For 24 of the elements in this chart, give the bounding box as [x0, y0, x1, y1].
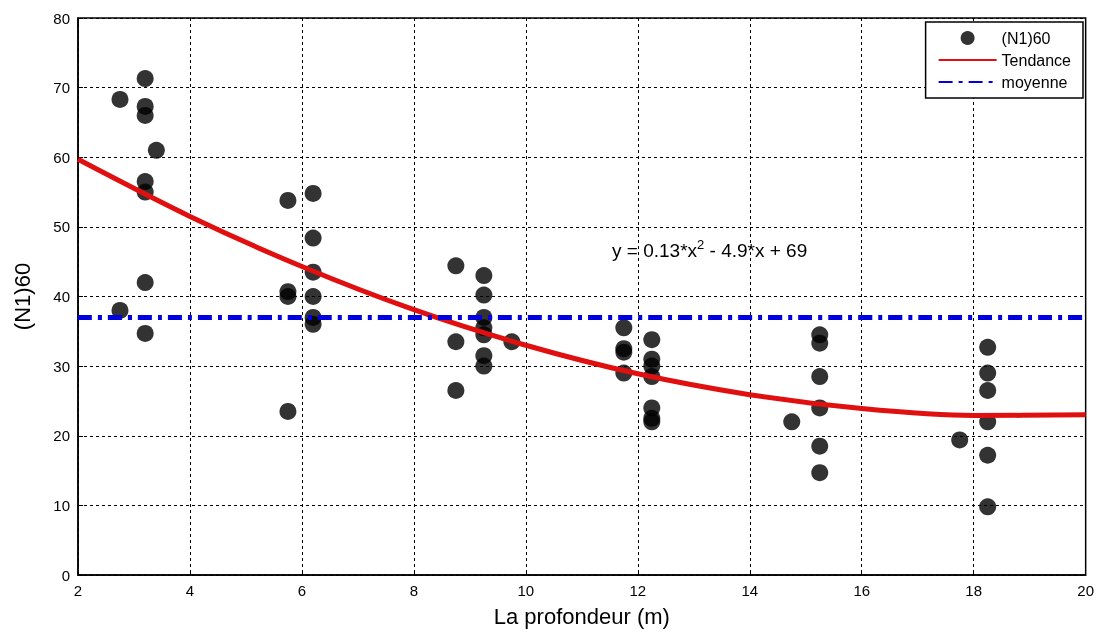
y-tick-label: 0 [61, 566, 70, 584]
x-tick-label: 18 [965, 582, 983, 599]
x-tick-label: 16 [853, 582, 871, 599]
legend-label: (N1)60 [1001, 29, 1051, 47]
y-tick-label: 30 [53, 357, 70, 375]
y-tick-label: 40 [53, 288, 70, 305]
legend-label: moyenne [1001, 73, 1068, 91]
x-tick-label: 4 [185, 582, 195, 599]
y-tick-label: 20 [53, 427, 70, 445]
x-tick-label: 12 [629, 582, 647, 599]
x-tick-label: 8 [409, 582, 419, 599]
y-tick-label: 80 [53, 9, 70, 27]
x-tick-label: 2 [73, 582, 83, 599]
y-tick-label: 70 [53, 79, 70, 97]
x-axis-title: La profondeur (m) [493, 603, 670, 629]
y-axis-title: (N1)60 [9, 262, 35, 331]
y-tick-label: 60 [53, 148, 70, 166]
x-tick-label: 10 [517, 582, 535, 599]
x-tick-label: 6 [297, 582, 307, 599]
x-tick-label: 14 [741, 582, 759, 599]
legend-label: Tendance [1001, 51, 1072, 69]
y-tick-label: 50 [53, 218, 70, 236]
x-tick-label: 20 [1077, 582, 1094, 599]
y-tick-label: 10 [53, 496, 70, 514]
